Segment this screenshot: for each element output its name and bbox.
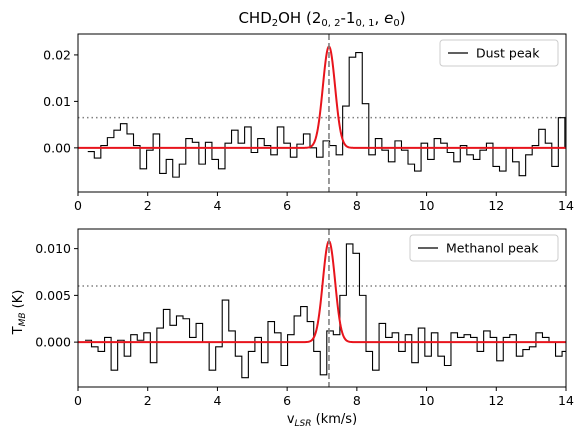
y-tick-label: 0.000 <box>35 335 71 350</box>
x-tick-label: 0 <box>74 393 82 408</box>
top-panel: 0 2 4 6 8 10 12 14 0.00 0.01 0.02 Dust peak <box>43 33 574 213</box>
chart-title: CHD2OH (20, 2-10, 1, e0) <box>238 9 406 29</box>
axes-frame <box>77 33 567 193</box>
legend: Methanol peak <box>409 234 559 262</box>
y-tick-label: 0.005 <box>35 288 71 303</box>
x-axis-label: vLSR (km/s) <box>287 412 357 429</box>
y-tick-label: 0.010 <box>35 241 71 256</box>
y-tick-label: 0.00 <box>43 140 71 155</box>
legend: Dust peak <box>439 39 559 67</box>
plot-area <box>78 34 566 192</box>
gaussian-fit-line <box>78 239 566 344</box>
axes-frame <box>77 228 567 388</box>
x-tick-label: 4 <box>213 198 221 213</box>
x-tick-label: 14 <box>558 393 574 408</box>
x-tick-label: 0 <box>74 198 82 213</box>
bottom-panel: 0 2 4 6 8 10 12 14 0.000 0.005 0.010 Methanol peak <box>35 228 574 408</box>
y-axis-label: TMB (K) <box>11 290 28 336</box>
gaussian-fit-line <box>78 45 566 149</box>
y-tick-label: 0.01 <box>43 94 71 109</box>
plot-area <box>78 229 566 387</box>
legend-label: Methanol peak <box>446 241 539 256</box>
x-tick-label: 6 <box>283 393 291 408</box>
x-tick-label: 14 <box>558 198 574 213</box>
spectrum-line <box>87 52 566 178</box>
x-tick-label: 10 <box>419 393 435 408</box>
x-tick-label: 2 <box>144 198 152 213</box>
x-tick-label: 6 <box>283 198 291 213</box>
legend-label: Dust peak <box>476 46 540 61</box>
spectrum-line <box>84 243 566 379</box>
x-tick-label: 8 <box>353 198 361 213</box>
x-tick-label: 2 <box>144 393 152 408</box>
legend-box <box>439 39 559 67</box>
x-tick-label: 12 <box>488 393 504 408</box>
x-tick-label: 12 <box>488 198 504 213</box>
y-tick-label: 0.02 <box>43 47 71 62</box>
x-tick-label: 4 <box>213 393 221 408</box>
x-tick-label: 10 <box>419 198 435 213</box>
x-tick-label: 8 <box>353 393 361 408</box>
legend-box <box>409 234 559 262</box>
